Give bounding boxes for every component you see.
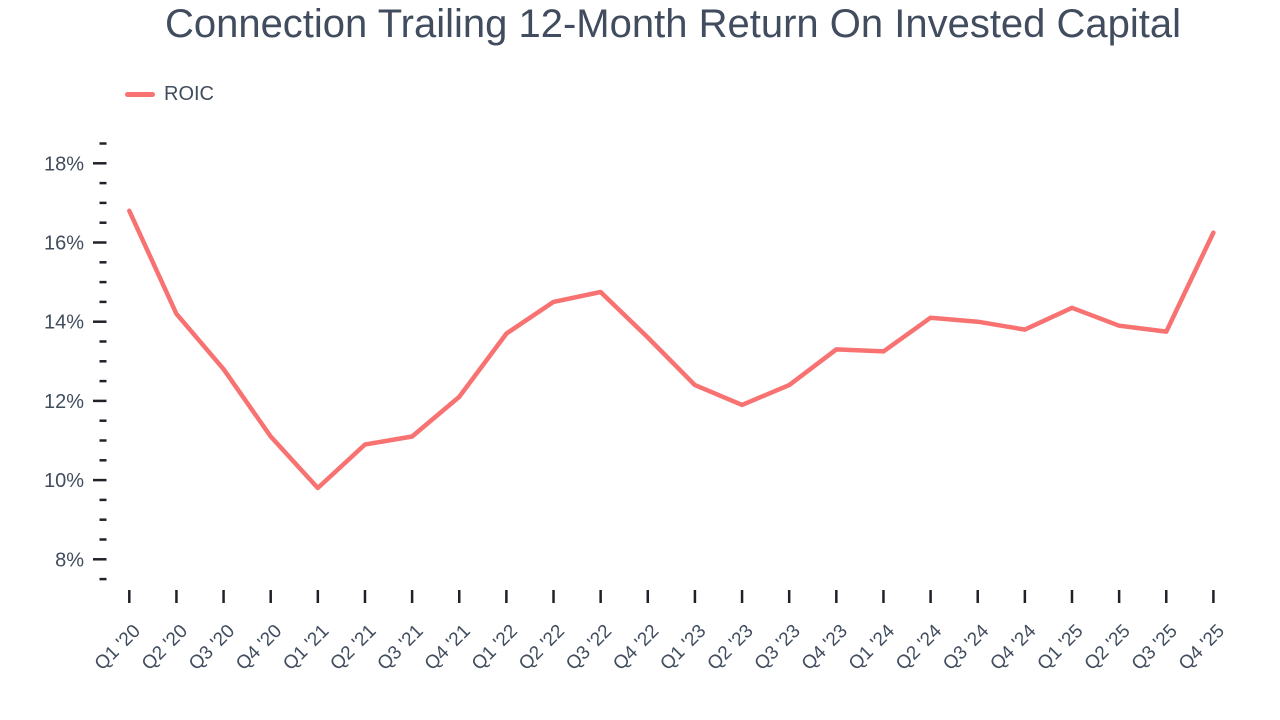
x-axis-label: Q3 '24 <box>939 620 993 674</box>
x-axis-label: Q4 '22 <box>609 621 663 675</box>
legend-series-label: ROIC <box>164 83 214 105</box>
x-axis-label: Q1 '24 <box>845 620 899 674</box>
x-axis-label: Q4 '24 <box>986 620 1040 674</box>
x-axis-label: Q2 '22 <box>515 621 569 675</box>
x-axis-label: Q1 '23 <box>656 621 710 675</box>
y-axis-label: 8% <box>55 549 84 571</box>
y-axis-label: 12% <box>44 391 84 413</box>
x-axis-label: Q4 '25 <box>1175 621 1229 675</box>
x-axis-label: Q3 '21 <box>374 621 428 675</box>
legend-line-swatch <box>125 92 155 97</box>
x-axis-label: Q3 '23 <box>751 621 805 675</box>
y-axis-label: 14% <box>44 312 84 334</box>
x-axis-label: Q1 '22 <box>468 621 522 675</box>
legend: ROIC <box>125 83 214 106</box>
x-axis-label: Q4 '23 <box>798 621 852 675</box>
x-axis-label: Q4 '21 <box>421 621 475 675</box>
y-axis-label: 10% <box>44 470 84 492</box>
y-axis-label: 16% <box>44 233 84 255</box>
x-axis-label: Q3 '22 <box>562 621 616 675</box>
x-axis-label: Q2 '25 <box>1081 621 1135 675</box>
x-axis-label: Q3 '25 <box>1128 621 1182 675</box>
roic-series-line <box>127 208 1216 491</box>
x-axis-label: Q2 '21 <box>326 621 380 675</box>
x-axis-label: Q2 '20 <box>138 621 192 675</box>
x-axis-label: Q1 '25 <box>1034 621 1088 675</box>
chart-title: Connection Trailing 12-Month Return On I… <box>164 2 1182 46</box>
x-axis-label: Q1 '20 <box>91 621 145 675</box>
x-axis-label: Q1 '21 <box>279 621 333 675</box>
x-axis-label: Q4 '20 <box>232 621 286 675</box>
x-axis-label: Q2 '23 <box>704 621 758 675</box>
x-axis-label: Q3 '20 <box>185 621 239 675</box>
x-axis-label: Q2 '24 <box>892 620 946 674</box>
y-axis-label: 18% <box>44 153 84 175</box>
